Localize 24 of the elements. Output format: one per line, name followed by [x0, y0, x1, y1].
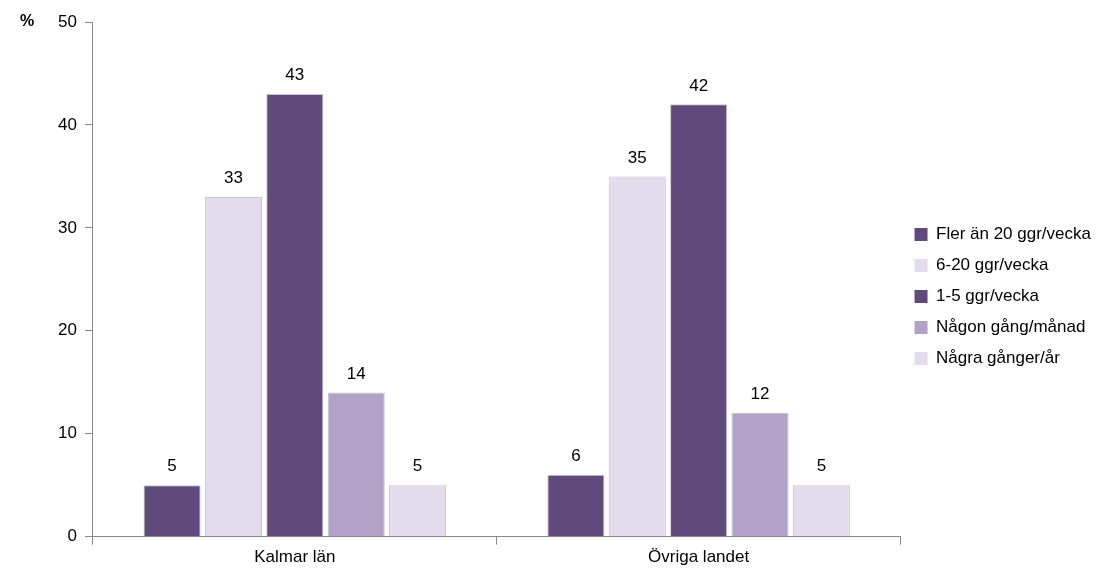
data-label: 33 — [223, 168, 243, 188]
legend-label: Någon gång/månad — [936, 317, 1086, 337]
y-tick-label: 50 — [57, 11, 77, 31]
y-tick-label: 30 — [57, 217, 77, 237]
y-tick-label: 0 — [67, 526, 77, 546]
data-label: 6 — [571, 446, 581, 466]
x-tick-label: Övriga landet — [648, 547, 750, 567]
legend-label: 6-20 ggr/vecka — [936, 255, 1050, 275]
data-label: 12 — [750, 384, 770, 404]
x-tick-label: Kalmar län — [254, 547, 336, 567]
y-tick-label: 20 — [57, 320, 77, 340]
data-label: 35 — [627, 147, 647, 167]
data-label: 5 — [412, 456, 423, 476]
data-label: 43 — [285, 65, 305, 85]
legend-label: 1-5 ggr/vecka — [936, 286, 1040, 306]
y-tick-label: 10 — [57, 423, 77, 443]
data-label: 42 — [689, 75, 709, 95]
data-label: 5 — [816, 456, 827, 476]
y-axis-title: % — [20, 12, 35, 30]
data-label: 5 — [167, 456, 177, 476]
y-tick-label: 40 — [57, 114, 77, 134]
legend-label: Fler än 20 ggr/vecka — [936, 224, 1092, 244]
legend-label: Några gånger/år — [936, 348, 1061, 368]
data-label: 14 — [346, 363, 366, 383]
